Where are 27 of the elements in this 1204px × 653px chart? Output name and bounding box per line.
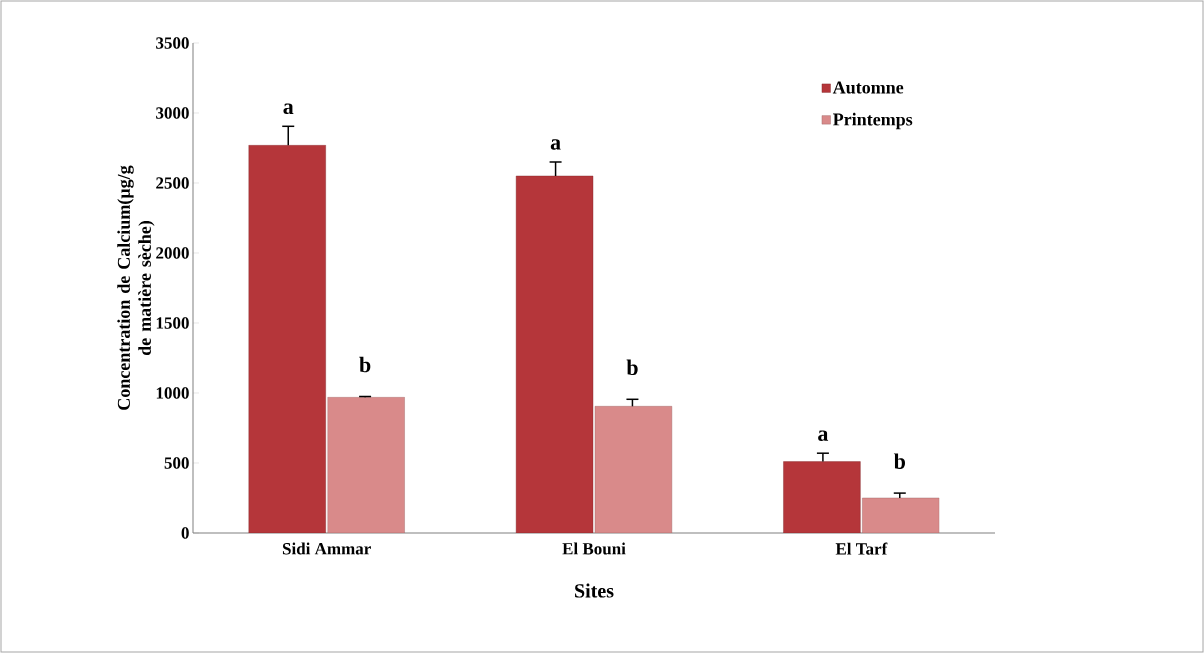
bar	[248, 144, 326, 533]
annotation: b	[359, 356, 371, 373]
legend-label: Automne	[832, 81, 904, 94]
x-tick-label: El Bouni	[562, 542, 626, 555]
y-tick-label: 0	[181, 527, 189, 539]
y-tick-label: 2500	[156, 177, 189, 189]
annotation: a	[550, 139, 561, 150]
y-tick-label: 500	[164, 457, 189, 469]
bar	[783, 461, 861, 533]
x-axis-title: Sites	[575, 583, 614, 598]
y-axis-title: Concentration de Calcium(µg/g de matière sèche)	[117, 165, 155, 410]
annotation: b	[893, 453, 905, 469]
y-tick-label: 3500	[156, 37, 189, 49]
annotation: b	[626, 359, 638, 376]
bar	[515, 175, 594, 533]
annotation: a	[818, 430, 829, 441]
bar	[862, 497, 940, 533]
y-tick-label: 3000	[156, 107, 189, 119]
y-tick-label: 2000	[156, 247, 189, 259]
legend-label: Printemps	[833, 112, 913, 130]
y-tick-label: 1500	[156, 317, 189, 329]
y-tick-label: 1000	[156, 387, 189, 399]
x-tick-label: Sidi Ammar	[282, 542, 371, 555]
x-tick-label: El Tarf	[835, 542, 888, 555]
bar	[594, 406, 673, 533]
bar	[327, 397, 405, 533]
annotation: a	[283, 103, 294, 115]
